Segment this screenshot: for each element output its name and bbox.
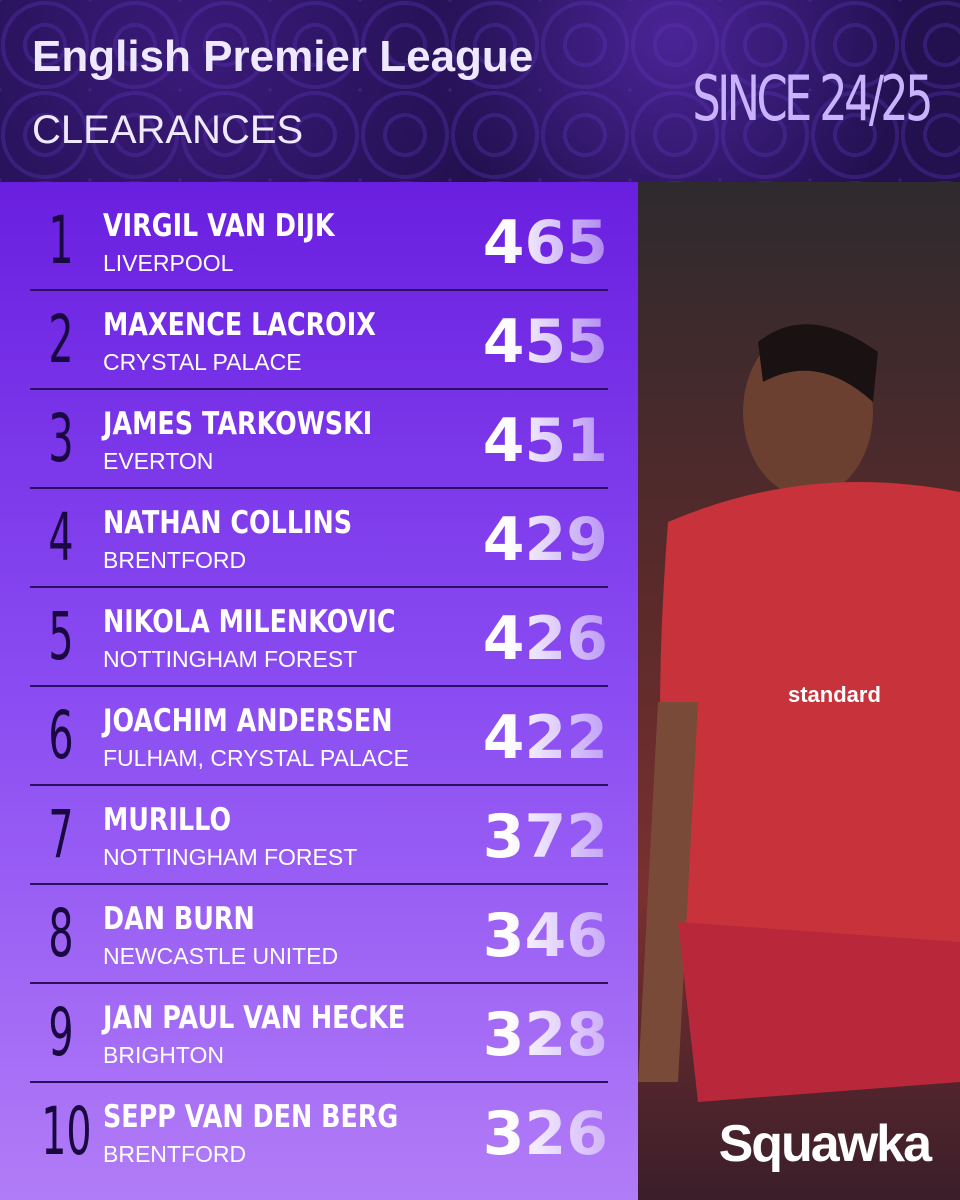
hair xyxy=(758,324,878,402)
shorts xyxy=(678,922,960,1102)
row: 9 JAN PAUL VAN HECKE BRIGHTON 328 xyxy=(0,984,638,1083)
player-photo: standard Squawka xyxy=(638,182,960,1200)
sponsor-mark: standard xyxy=(788,682,881,707)
player-illustration: standard xyxy=(638,324,960,1102)
row: 5 NIKOLA MILENKOVIC NOTTINGHAM FOREST 426 xyxy=(0,588,638,687)
player-name: JAMES TARKOWSKI xyxy=(103,406,373,442)
player-name: JAN PAUL VAN HECKE xyxy=(103,1000,406,1036)
player-name: MAXENCE LACROIX xyxy=(103,307,376,343)
separator xyxy=(30,289,608,291)
separator xyxy=(30,784,608,786)
row: 10 SEPP VAN DEN BERG BRENTFORD 326 xyxy=(0,1083,638,1182)
brand: Squawka xyxy=(718,1115,932,1173)
period: SINCE 24/25 xyxy=(692,62,933,135)
club: NOTTINGHAM FOREST xyxy=(103,646,358,672)
clearances-value: 455 xyxy=(482,307,608,377)
club: BRENTFORD xyxy=(103,547,247,573)
clearances-value: 451 xyxy=(482,406,608,476)
separator xyxy=(30,487,608,489)
clearances-value: 372 xyxy=(482,802,608,872)
clearances-value: 326 xyxy=(482,1099,608,1169)
club: CRYSTAL PALACE xyxy=(103,349,302,375)
rank: 9 xyxy=(48,994,74,1071)
header: English Premier League CLEARANCES SINCE … xyxy=(0,0,960,182)
separator xyxy=(30,982,608,984)
separator xyxy=(30,1081,608,1083)
row: 7 MURILLO NOTTINGHAM FOREST 372 xyxy=(0,786,638,885)
separator xyxy=(30,685,608,687)
clearances-value: 328 xyxy=(482,1000,608,1070)
player-name: DAN BURN xyxy=(103,901,255,937)
subtitle: CLEARANCES xyxy=(32,108,304,152)
rank: 7 xyxy=(48,796,74,873)
separator xyxy=(30,586,608,588)
row: 2 MAXENCE LACROIX CRYSTAL PALACE 455 xyxy=(0,291,638,390)
rank: 10 xyxy=(41,1093,92,1170)
row: 4 NATHAN COLLINS BRENTFORD 429 xyxy=(0,489,638,588)
player-name: SEPP VAN DEN BERG xyxy=(103,1099,399,1135)
club: LIVERPOOL xyxy=(103,250,234,276)
ranking-list: 1 VIRGIL VAN DIJK LIVERPOOL 465 2 MAXENCE LAC… xyxy=(0,182,638,1200)
club: FULHAM, CRYSTAL PALACE xyxy=(103,745,409,771)
title: English Premier League xyxy=(32,32,534,81)
player-name: MURILLO xyxy=(103,802,232,838)
clearances-value: 426 xyxy=(482,604,608,674)
rank: 4 xyxy=(48,499,74,576)
clearances-value: 429 xyxy=(482,505,608,575)
rank: 6 xyxy=(48,697,74,774)
player-name: NIKOLA MILENKOVIC xyxy=(103,604,396,640)
row: 1 VIRGIL VAN DIJK LIVERPOOL 465 xyxy=(0,192,638,291)
club: NEWCASTLE UNITED xyxy=(103,943,339,969)
club: BRIGHTON xyxy=(103,1042,224,1068)
club: BRENTFORD xyxy=(103,1141,247,1167)
arm xyxy=(638,702,698,1082)
row: 8 DAN BURN NEWCASTLE UNITED 346 xyxy=(0,885,638,984)
rank: 5 xyxy=(48,598,74,675)
rank: 1 xyxy=(48,202,74,279)
shirt xyxy=(660,482,960,942)
separator xyxy=(30,883,608,885)
club: EVERTON xyxy=(103,448,214,474)
separator xyxy=(30,388,608,390)
player-name: JOACHIM ANDERSEN xyxy=(103,703,393,739)
header-pattern xyxy=(0,0,960,182)
row: 6 JOACHIM ANDERSEN FULHAM, CRYSTAL PALACE 4… xyxy=(0,687,638,786)
player-name: NATHAN COLLINS xyxy=(103,505,353,541)
clearances-value: 465 xyxy=(482,208,608,278)
rank: 3 xyxy=(48,400,74,477)
row: 3 JAMES TARKOWSKI EVERTON 451 xyxy=(0,390,638,489)
clearances-value: 346 xyxy=(482,901,608,971)
player-name: VIRGIL VAN DIJK xyxy=(103,208,335,244)
rank: 2 xyxy=(48,301,74,378)
clearances-value: 422 xyxy=(482,703,608,773)
rank: 8 xyxy=(48,895,74,972)
club: NOTTINGHAM FOREST xyxy=(103,844,358,870)
